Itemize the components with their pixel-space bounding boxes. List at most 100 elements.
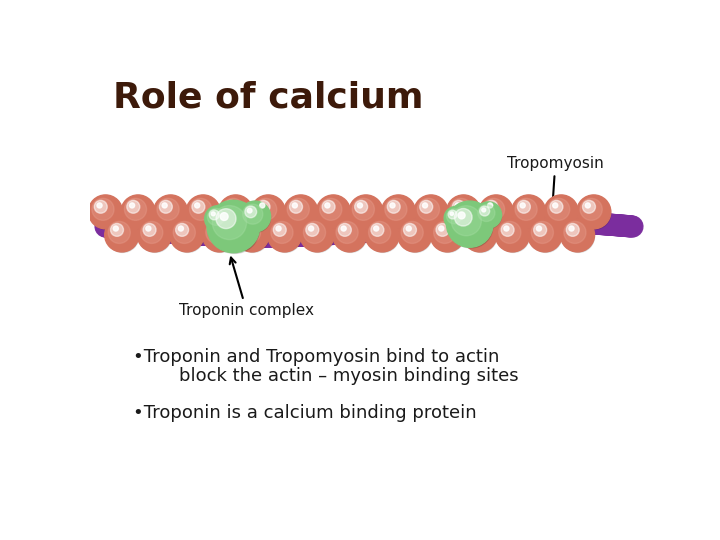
Circle shape [170,218,204,252]
Circle shape [145,226,151,231]
Circle shape [369,221,391,244]
Circle shape [255,198,276,220]
Circle shape [479,195,513,229]
Circle shape [341,226,346,231]
Circle shape [562,220,595,252]
Text: Role of calcium: Role of calcium [113,80,424,114]
Circle shape [240,224,253,237]
Circle shape [245,206,256,218]
Circle shape [366,220,399,252]
Circle shape [300,218,334,252]
Circle shape [287,198,310,220]
Circle shape [513,197,546,230]
Circle shape [431,218,464,252]
Circle shape [139,220,171,252]
Circle shape [499,221,521,244]
Circle shape [122,197,155,230]
Circle shape [113,226,118,231]
Circle shape [390,203,395,208]
Circle shape [108,221,130,244]
Circle shape [192,200,205,213]
Circle shape [306,224,319,237]
Circle shape [481,197,513,230]
Circle shape [235,218,269,252]
Circle shape [531,221,554,244]
Circle shape [469,224,482,237]
Circle shape [211,226,216,231]
Circle shape [534,224,546,237]
Circle shape [365,218,399,252]
Circle shape [564,221,586,244]
Circle shape [107,220,139,252]
Circle shape [546,197,578,230]
Circle shape [274,224,287,237]
Circle shape [446,201,493,247]
Circle shape [336,221,358,244]
Circle shape [194,203,199,208]
Circle shape [333,218,366,252]
Circle shape [449,197,481,230]
Circle shape [176,224,189,237]
Circle shape [220,197,253,230]
Circle shape [397,218,432,252]
Circle shape [104,218,139,252]
Circle shape [251,195,285,229]
Circle shape [338,224,351,237]
Circle shape [349,195,383,229]
Circle shape [204,206,231,232]
Circle shape [454,208,472,226]
Circle shape [225,200,238,213]
Circle shape [202,218,236,252]
Circle shape [94,200,107,213]
Circle shape [582,200,595,213]
Circle shape [90,197,122,230]
Circle shape [382,195,415,229]
Circle shape [436,224,449,237]
Circle shape [97,203,102,208]
Circle shape [241,203,271,232]
Circle shape [318,197,351,230]
Circle shape [403,224,416,237]
Circle shape [480,206,490,216]
Circle shape [357,203,362,208]
Circle shape [515,198,537,220]
Circle shape [415,197,448,230]
Circle shape [504,226,509,231]
Circle shape [475,202,502,228]
Circle shape [138,218,171,252]
Circle shape [446,195,481,229]
Circle shape [451,206,482,236]
Circle shape [289,200,302,213]
Circle shape [418,198,439,220]
Circle shape [566,224,579,237]
Circle shape [303,221,325,244]
Circle shape [156,197,188,230]
Circle shape [387,200,400,213]
Circle shape [212,206,246,240]
Circle shape [159,200,172,213]
Circle shape [444,206,467,230]
Circle shape [240,201,271,232]
Circle shape [322,200,335,213]
Circle shape [210,204,260,253]
Circle shape [127,200,140,213]
Circle shape [577,195,611,229]
Circle shape [466,221,488,244]
Text: Troponin complex: Troponin complex [179,258,314,319]
Circle shape [477,204,502,228]
Circle shape [157,198,179,220]
Circle shape [174,221,195,244]
Circle shape [464,220,497,252]
Circle shape [448,210,457,219]
Circle shape [207,208,225,225]
Circle shape [580,198,602,220]
Circle shape [260,203,265,208]
Circle shape [433,221,456,244]
Circle shape [482,198,505,220]
Circle shape [208,224,221,237]
Circle shape [401,221,423,244]
Circle shape [512,195,546,229]
Circle shape [569,226,574,231]
Circle shape [553,203,558,208]
Circle shape [423,203,428,208]
